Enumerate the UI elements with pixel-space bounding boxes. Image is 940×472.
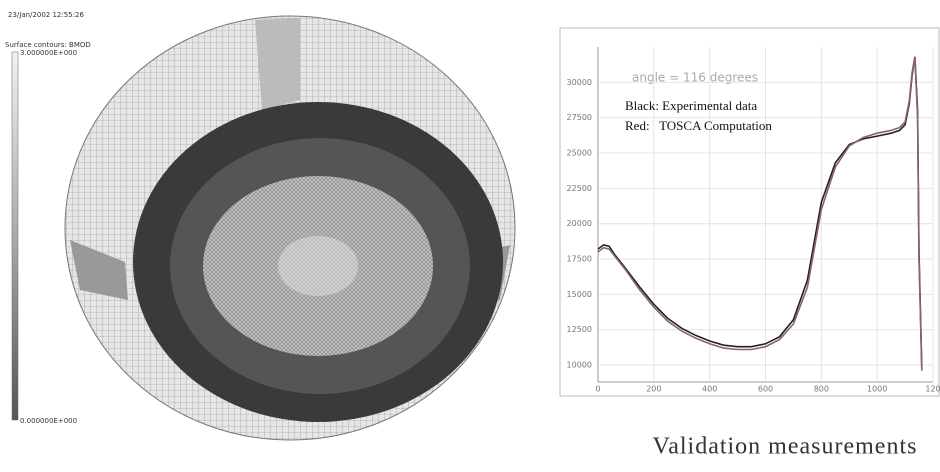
y-tick-label: 20000 — [567, 219, 592, 228]
legend-entry: Black: Experimental data — [625, 98, 757, 113]
legend-max: 3.000000E+000 — [20, 49, 77, 57]
color-bar — [12, 52, 18, 420]
y-tick-label: 25000 — [567, 149, 592, 158]
x-tick-label: 200 — [646, 385, 661, 394]
legend-title: Surface contours: BMOD — [5, 41, 91, 49]
timestamp: 23/Jan/2002 12:55:26 — [8, 11, 84, 19]
x-tick-label: 0 — [595, 385, 600, 394]
hub — [278, 236, 358, 296]
y-tick-label: 10000 — [567, 361, 592, 370]
y-tick-label: 27500 — [567, 113, 592, 122]
x-tick-label: 600 — [758, 385, 773, 394]
screenshot: 23/Jan/2002 12:55:26 Surface contours: B… — [0, 0, 940, 468]
x-tick-label: 800 — [814, 385, 829, 394]
y-tick-label: 22500 — [567, 184, 592, 193]
legend-entry: Red: TOSCA Computation — [625, 118, 772, 133]
x-tick-label: 120 — [925, 385, 940, 394]
x-tick-label: 400 — [702, 385, 717, 394]
y-tick-label: 15000 — [567, 290, 592, 299]
casing-notch — [255, 18, 300, 110]
page: { "render": { "timestamp": "23/Jan/2002 … — [0, 0, 940, 468]
x-tick-label: 1000 — [867, 385, 887, 394]
caption: Validation measurements — [653, 434, 918, 460]
y-tick-label: 12500 — [567, 325, 592, 334]
y-tick-label: 17500 — [567, 255, 592, 264]
mesh-render: 23/Jan/2002 12:55:26 Surface contours: B… — [5, 11, 515, 440]
legend-min: 0.000000E+000 — [20, 417, 77, 425]
y-tick-label: 30000 — [567, 78, 592, 87]
